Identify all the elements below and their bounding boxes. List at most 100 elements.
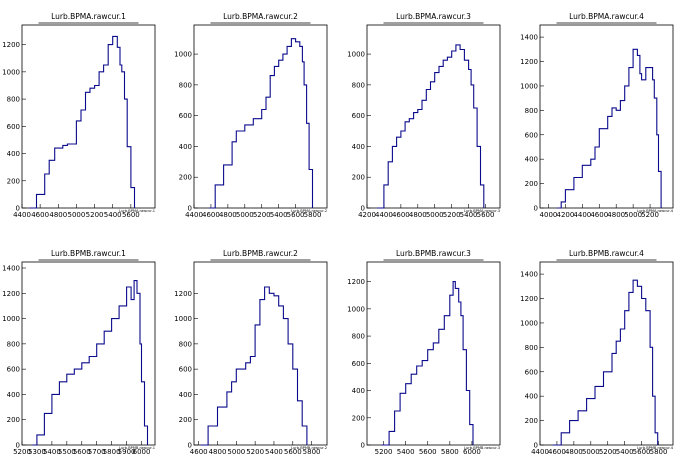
y-tick-label: 0 bbox=[534, 442, 538, 450]
y-tick-label: 400 bbox=[179, 391, 192, 399]
y-tick-label: 0 bbox=[16, 205, 20, 213]
x-tick-label: 4200 bbox=[358, 211, 376, 219]
x-tick-label: 5200 bbox=[375, 448, 393, 456]
y-tick-label: 1200 bbox=[2, 41, 20, 49]
histogram-line bbox=[552, 279, 659, 446]
x-tick-label: 5600 bbox=[73, 448, 91, 456]
y-tick-label: 1200 bbox=[520, 295, 538, 303]
x-tick-label: 4800 bbox=[49, 211, 67, 219]
x-tick-label: 5200 bbox=[246, 448, 264, 456]
x-tick-label: 5000 bbox=[236, 211, 254, 219]
x-tick-label: 5000 bbox=[68, 211, 86, 219]
y-tick-label: 1000 bbox=[347, 305, 365, 313]
y-tick-label: 200 bbox=[525, 417, 538, 425]
y-tick-label: 800 bbox=[525, 344, 538, 352]
x-tick-label: 5000 bbox=[624, 211, 642, 219]
x-axis-title: Lurb.BPMB.rawcur.3 bbox=[464, 446, 500, 450]
x-tick-label: 6000 bbox=[133, 448, 151, 456]
x-axis-title: Lurb.BPMA.rawcur.4 bbox=[637, 209, 674, 213]
x-tick-label: 5300 bbox=[28, 448, 46, 456]
chart-title: Lurb.BPMB.rawcur.3 bbox=[396, 249, 471, 258]
y-tick-label: 600 bbox=[525, 131, 538, 139]
y-tick-label: 800 bbox=[179, 81, 192, 89]
y-tick-label: 800 bbox=[352, 81, 365, 89]
chart-title: Lurb.BPMB.rawcur.1 bbox=[51, 249, 126, 258]
title-box bbox=[383, 9, 484, 23]
y-tick-label: 600 bbox=[7, 366, 20, 374]
title-box bbox=[38, 246, 139, 260]
histogram-panel-7: Lurb.BPMB.rawcur.3 0 200 400 600 800 1000 1200 5… bbox=[347, 246, 501, 456]
plot-frame bbox=[539, 24, 674, 209]
x-tick-label: 5400 bbox=[104, 211, 122, 219]
x-axis-title: Lurb.BPMA.rawcur.3 bbox=[464, 209, 500, 213]
y-tick-label: 200 bbox=[179, 174, 192, 182]
histogram-line bbox=[200, 286, 308, 446]
y-tick-label: 600 bbox=[352, 112, 365, 120]
y-tick-label: 1200 bbox=[174, 290, 192, 298]
x-tick-label: 5600 bbox=[477, 211, 495, 219]
x-tick-label: 5200 bbox=[253, 211, 271, 219]
x-tick-label: 4600 bbox=[590, 211, 608, 219]
x-tick-label: 4800 bbox=[409, 211, 427, 219]
chart-title: Lurb.BPMA.rawcur.1 bbox=[51, 12, 126, 21]
x-tick-label: 5400 bbox=[270, 211, 288, 219]
x-tick-label: 5000 bbox=[227, 448, 245, 456]
x-tick-label: 5900 bbox=[118, 448, 136, 456]
x-tick-label: 4800 bbox=[219, 211, 237, 219]
x-tick-label: 5500 bbox=[58, 448, 76, 456]
x-axis-title: Lurb.BPMB.rawcur.4 bbox=[637, 446, 674, 450]
x-tick-label: 5200 bbox=[13, 448, 31, 456]
y-tick-label: 600 bbox=[179, 366, 192, 374]
x-tick-label: 5800 bbox=[441, 448, 459, 456]
x-tick-label: 4800 bbox=[565, 448, 583, 456]
x-tick-label: 5000 bbox=[426, 211, 444, 219]
y-tick-label: 400 bbox=[7, 391, 20, 399]
chart-title: Lurb.BPMB.rawcur.4 bbox=[569, 249, 644, 258]
y-tick-label: 0 bbox=[16, 442, 20, 450]
chart-title: Lurb.BPMA.rawcur.2 bbox=[223, 12, 298, 21]
y-tick-label: 400 bbox=[179, 143, 192, 151]
x-tick-label: 5600 bbox=[284, 448, 302, 456]
x-tick-label: 5400 bbox=[397, 448, 415, 456]
histogram-line bbox=[32, 280, 149, 446]
y-tick-label: 1000 bbox=[174, 51, 192, 59]
histogram-line bbox=[209, 38, 314, 209]
y-tick-label: 0 bbox=[361, 205, 365, 213]
x-tick-label: 5600 bbox=[633, 448, 651, 456]
x-tick-label: 5400 bbox=[460, 211, 478, 219]
x-tick-label: 4400 bbox=[531, 448, 549, 456]
title-box bbox=[210, 246, 311, 260]
y-tick-label: 1400 bbox=[520, 271, 538, 279]
x-tick-label: 5400 bbox=[616, 448, 634, 456]
title-box bbox=[556, 9, 657, 23]
x-tick-label: 4600 bbox=[202, 211, 220, 219]
x-tick-label: 4800 bbox=[607, 211, 625, 219]
x-tick-label: 4600 bbox=[31, 211, 49, 219]
x-tick-label: 5800 bbox=[303, 448, 321, 456]
title-box bbox=[38, 9, 139, 23]
y-tick-label: 200 bbox=[352, 414, 365, 422]
x-tick-label: 4400 bbox=[185, 211, 203, 219]
x-tick-label: 4600 bbox=[548, 448, 566, 456]
y-tick-label: 0 bbox=[188, 205, 192, 213]
y-tick-label: 1000 bbox=[520, 319, 538, 327]
histogram-line bbox=[29, 35, 136, 209]
x-axis-title: Lurb.BPMA.rawcur.2 bbox=[291, 209, 327, 213]
x-tick-label: 5800 bbox=[103, 448, 121, 456]
y-tick-label: 200 bbox=[179, 416, 192, 424]
x-tick-label: 5600 bbox=[122, 211, 140, 219]
plot-frame bbox=[366, 24, 501, 209]
title-box bbox=[383, 246, 484, 260]
histogram-line bbox=[381, 281, 474, 446]
x-tick-label: 5200 bbox=[599, 448, 617, 456]
plot-frame bbox=[21, 261, 156, 446]
y-tick-label: 1400 bbox=[2, 265, 20, 273]
y-tick-label: 200 bbox=[7, 416, 20, 424]
y-tick-label: 400 bbox=[352, 387, 365, 395]
x-tick-label: 4600 bbox=[392, 211, 410, 219]
chart-title: Lurb.BPMB.rawcur.2 bbox=[223, 249, 298, 258]
x-axis-title: Lurb.BPMB.rawcur.2 bbox=[291, 446, 327, 450]
